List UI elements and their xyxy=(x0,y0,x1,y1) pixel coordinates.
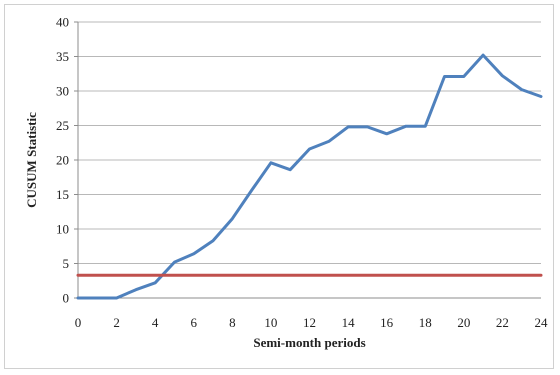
y-tick-label: 15 xyxy=(56,187,69,202)
x-tick-label: 2 xyxy=(113,315,120,330)
y-tick-label: 5 xyxy=(63,256,70,271)
x-tick-label: 10 xyxy=(264,315,277,330)
data-series xyxy=(76,53,543,300)
x-tick-label: 6 xyxy=(191,315,198,330)
gridlines xyxy=(78,21,541,264)
x-tick-label: 22 xyxy=(496,315,509,330)
x-axis-title: Semi-month periods xyxy=(253,335,365,350)
axes xyxy=(74,21,541,299)
x-tick-labels: 0 2 4 6 8 10 12 14 16 18 20 22 24 xyxy=(75,315,548,330)
x-tick-label: 16 xyxy=(380,315,394,330)
y-tick-label: 35 xyxy=(56,49,69,64)
x-tick-label: 20 xyxy=(457,315,470,330)
x-tick-label: 12 xyxy=(303,315,316,330)
x-tick-label: 0 xyxy=(75,315,82,330)
y-tick-label: 40 xyxy=(56,15,69,30)
y-tick-label: 20 xyxy=(56,153,69,168)
x-tick-label: 24 xyxy=(535,315,549,330)
x-tick-label: 14 xyxy=(342,315,356,330)
x-tick-label: 8 xyxy=(229,315,236,330)
chart-frame xyxy=(4,4,554,369)
y-axis-title: CUSUM Statistic xyxy=(24,112,39,208)
y-tick-label: 25 xyxy=(56,118,69,133)
x-tick-label: 4 xyxy=(152,315,159,330)
x-tick-label: 18 xyxy=(419,315,432,330)
y-tick-label: 10 xyxy=(56,222,69,237)
y-tick-labels: 0 5 10 15 20 25 30 35 40 xyxy=(56,15,69,306)
y-tick-label: 30 xyxy=(56,84,69,99)
y-tick-label: 0 xyxy=(63,291,70,306)
cusum-series-line xyxy=(76,53,543,300)
